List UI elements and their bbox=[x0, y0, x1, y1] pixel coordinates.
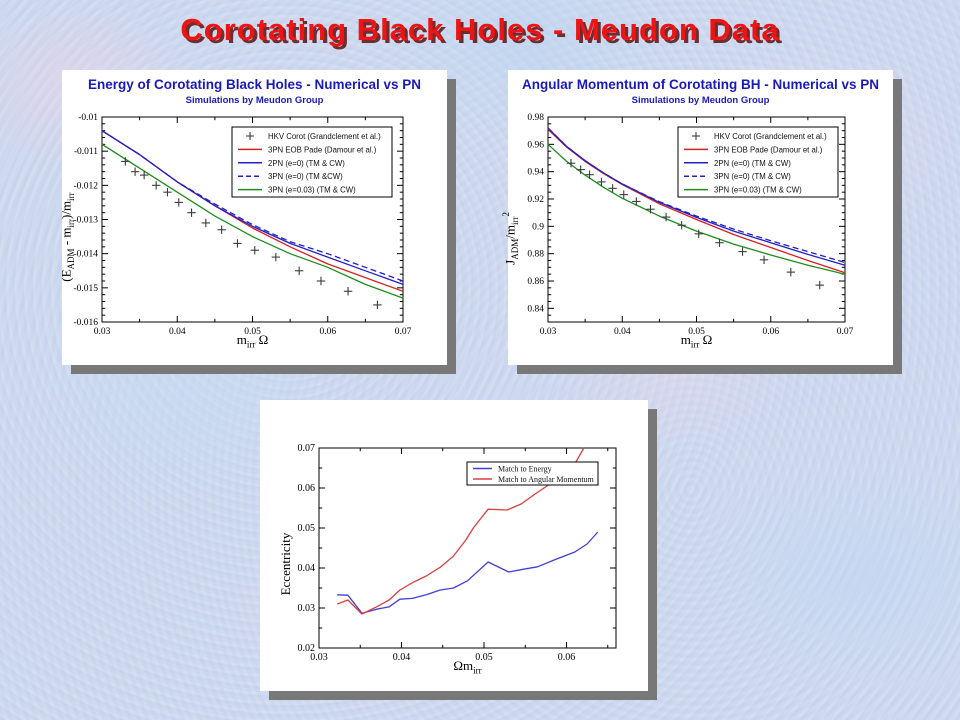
svg-text:0.07: 0.07 bbox=[837, 327, 854, 337]
svg-text:-0.014: -0.014 bbox=[73, 250, 98, 260]
svg-text:0.06: 0.06 bbox=[298, 483, 316, 494]
angular-momentum-chart-subtitle: Simulations by Meudon Group bbox=[631, 95, 770, 106]
energy-chart-subtitle: Simulations by Meudon Group bbox=[185, 95, 324, 106]
svg-text:HKV Corot (Grandclement et al.: HKV Corot (Grandclement et al.) bbox=[714, 132, 827, 141]
svg-text:3PN (e=0) (TM & CW): 3PN (e=0) (TM & CW) bbox=[714, 172, 791, 181]
svg-text:3PN (e=0) (TM &CW): 3PN (e=0) (TM &CW) bbox=[268, 172, 343, 181]
svg-text:0.03: 0.03 bbox=[540, 327, 557, 337]
svg-text:0.04: 0.04 bbox=[614, 327, 631, 337]
svg-text:-0.011: -0.011 bbox=[74, 147, 98, 157]
svg-text:0.06: 0.06 bbox=[558, 652, 576, 663]
eccentricity-y-axis-label: Eccentricity bbox=[278, 532, 293, 596]
svg-text:0.05: 0.05 bbox=[688, 327, 705, 337]
eccentricity-chart-panel: 0.03 0.04 0.05 0.06 0.02 0.03 0.04 0.05 0.06 0.07… bbox=[260, 400, 648, 691]
svg-text:0.05: 0.05 bbox=[244, 327, 261, 337]
energy-chart-panel: 0.03 0.04 0.05 0.06 0.07 -0.016 -0.015 -0.014 -0… bbox=[58, 70, 447, 365]
svg-text:0.03: 0.03 bbox=[310, 652, 328, 663]
energy-chart-plot: 0.03 0.04 0.05 0.06 0.07 -0.016 -0.015 -0.014 -0… bbox=[73, 113, 412, 337]
svg-text:3PN EOB Pade (Damour et al.): 3PN EOB Pade (Damour et al.) bbox=[268, 145, 377, 154]
svg-text:-0.016: -0.016 bbox=[73, 318, 98, 328]
svg-text:0.94: 0.94 bbox=[527, 168, 544, 178]
svg-text:0.07: 0.07 bbox=[395, 327, 412, 337]
angular-momentum-chart-plot: 0.03 0.04 0.05 0.06 0.07 0.84 0.86 0.88 0.9 0.92 0… bbox=[527, 113, 854, 337]
svg-text:0.92: 0.92 bbox=[527, 195, 544, 205]
svg-text:2PN (e=0) (TM & CW): 2PN (e=0) (TM & CW) bbox=[268, 159, 345, 168]
slide-title: Corotating Black Holes - Meudon Data bbox=[180, 12, 780, 47]
angular-momentum-x-axis-label: mirr Ω bbox=[680, 332, 713, 350]
svg-text:Match to Energy: Match to Energy bbox=[498, 465, 552, 474]
svg-text:0.02: 0.02 bbox=[298, 643, 316, 654]
angular-momentum-y-axis-label: JADM/mirr2 bbox=[501, 212, 520, 265]
angular-momentum-chart-title: Angular Momentum of Corotating BH - Nume… bbox=[521, 77, 880, 92]
svg-text:3PN EOB Pade (Damour et al.): 3PN EOB Pade (Damour et al.) bbox=[714, 145, 823, 154]
svg-text:-0.015: -0.015 bbox=[73, 284, 98, 294]
svg-text:0.98: 0.98 bbox=[527, 113, 544, 123]
svg-text:2PN (e=0) (TM & CW): 2PN (e=0) (TM & CW) bbox=[714, 159, 791, 168]
svg-text:0.05: 0.05 bbox=[298, 523, 316, 534]
svg-text:0.04: 0.04 bbox=[169, 327, 186, 337]
eccentricity-x-axis-label: Ωmirr bbox=[453, 658, 482, 676]
svg-text:0.84: 0.84 bbox=[527, 304, 544, 314]
svg-text:Match to Angular Momentum: Match to Angular Momentum bbox=[498, 475, 595, 484]
svg-text:0.9: 0.9 bbox=[532, 222, 544, 232]
energy-chart-title: Energy of Corotating Black Holes - Numer… bbox=[87, 77, 422, 92]
svg-text:0.06: 0.06 bbox=[319, 327, 336, 337]
svg-text:3PN (e=0.03) (TM & CW): 3PN (e=0.03) (TM & CW) bbox=[714, 186, 802, 195]
angular-momentum-chart-panel: 0.03 0.04 0.05 0.06 0.07 0.84 0.86 0.88 0.9 0.92 0… bbox=[501, 70, 893, 365]
eccentricity-chart-plot: 0.03 0.04 0.05 0.060.020.030.040.050.060.07… bbox=[298, 443, 617, 663]
svg-text:3PN (e=0.03) (TM & CW): 3PN (e=0.03) (TM & CW) bbox=[268, 186, 356, 195]
svg-text:0.07: 0.07 bbox=[298, 443, 316, 454]
energy-x-axis-label: mirr Ω bbox=[236, 332, 269, 350]
svg-text:-0.01: -0.01 bbox=[78, 113, 98, 123]
svg-text:-0.012: -0.012 bbox=[73, 181, 98, 191]
svg-text:0.03: 0.03 bbox=[298, 603, 316, 614]
svg-text:0.03: 0.03 bbox=[94, 327, 111, 337]
svg-text:0.05: 0.05 bbox=[475, 652, 493, 663]
svg-text:0.86: 0.86 bbox=[527, 277, 544, 287]
svg-text:0.96: 0.96 bbox=[527, 140, 544, 150]
energy-y-axis-label: (EADM - mirr)/mirr bbox=[58, 192, 76, 282]
svg-text:0.88: 0.88 bbox=[527, 250, 544, 260]
svg-text:HKV Corot (Grandclement et al.: HKV Corot (Grandclement et al.) bbox=[268, 132, 381, 141]
svg-text:0.04: 0.04 bbox=[393, 652, 411, 663]
svg-text:-0.013: -0.013 bbox=[73, 216, 98, 226]
svg-text:0.04: 0.04 bbox=[298, 563, 316, 574]
svg-text:0.06: 0.06 bbox=[762, 327, 779, 337]
